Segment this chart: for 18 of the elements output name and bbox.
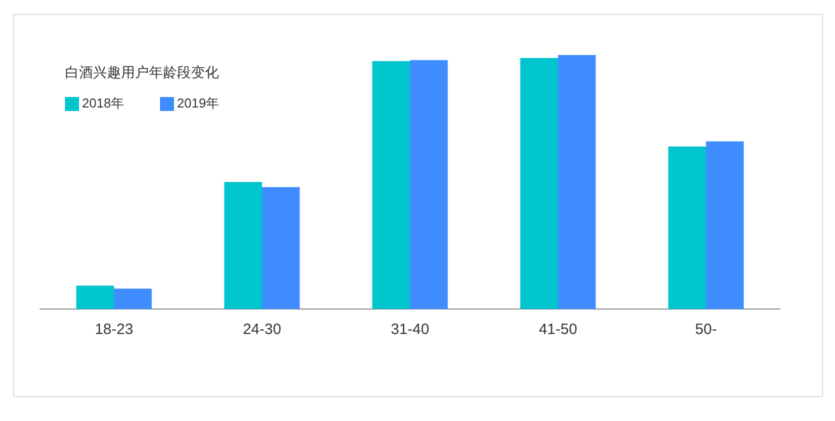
- bar: [668, 146, 706, 309]
- x-tick-label: 24-30: [242, 321, 282, 338]
- bar: [262, 187, 300, 309]
- bar: [372, 61, 410, 309]
- bar: [114, 288, 152, 309]
- legend-label: 2019年: [177, 96, 219, 111]
- x-tick-label: 18-23: [94, 321, 134, 338]
- x-tick-label: 31-40: [390, 321, 430, 338]
- bar: [558, 55, 596, 309]
- x-tick-label: 50-: [695, 321, 717, 338]
- legend-label: 2018年: [82, 96, 124, 111]
- bar: [410, 60, 448, 309]
- bar: [706, 141, 744, 309]
- bar: [76, 286, 114, 309]
- text: 白酒兴趣用户年龄段变化: [65, 64, 219, 80]
- x-tick-label: 41-50: [538, 321, 578, 338]
- bar: [520, 58, 558, 309]
- bar: [224, 182, 262, 309]
